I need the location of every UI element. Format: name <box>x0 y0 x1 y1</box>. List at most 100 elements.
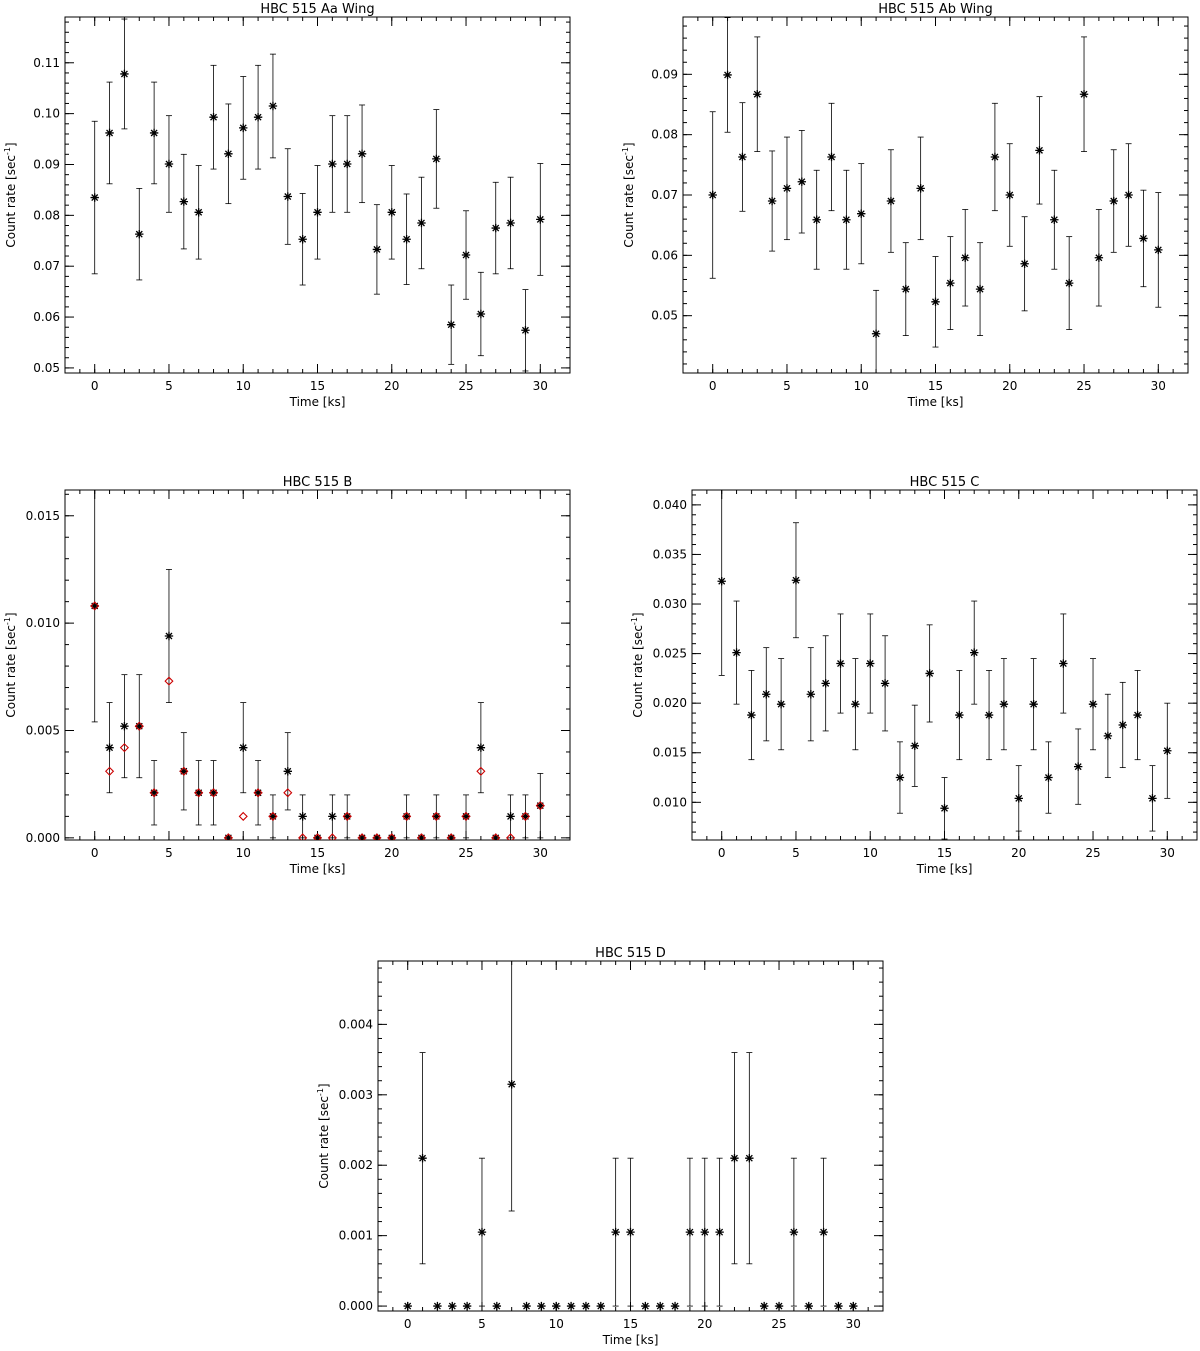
data-point-asterisk <box>209 112 218 122</box>
data-point-diamond <box>506 833 516 840</box>
y-tick-label: 0.06 <box>651 248 678 262</box>
y-axis-label-main: Count rate [sec <box>631 625 645 718</box>
data-point-diamond <box>223 833 233 840</box>
data-point-asterisk <box>417 833 426 840</box>
x-tick-label: 10 <box>863 846 878 860</box>
data-point-asterisk <box>700 1227 709 1237</box>
x-tick-label: 10 <box>854 379 869 393</box>
y-tick-label: 0.040 <box>653 498 687 512</box>
data-point-diamond <box>535 801 545 811</box>
data-layer <box>708 17 1163 373</box>
x-tick-label: 30 <box>1160 846 1175 860</box>
data-point-asterisk <box>1088 699 1098 709</box>
data-point-asterisk <box>901 284 910 294</box>
data-point-asterisk <box>105 128 114 138</box>
x-tick-label: 30 <box>533 846 548 860</box>
x-tick-label: 30 <box>1151 379 1166 393</box>
data-point-asterisk <box>194 788 203 797</box>
x-tick-label: 0 <box>404 1317 412 1331</box>
panel-hbc515-c: HBC 515 C 0 5 10 15 20 25 30 0.010 0.015 0.020 0.02… <box>630 475 1198 876</box>
data-point-asterisk <box>343 159 352 169</box>
data-point-asterisk <box>418 1153 427 1163</box>
data-point-asterisk <box>1064 278 1074 288</box>
data-point-asterisk <box>432 812 441 821</box>
x-tick-label: 0 <box>718 846 726 860</box>
y-tick-label: 0.000 <box>26 831 60 845</box>
x-axis-label: Time [ks] <box>289 395 346 409</box>
data-point-diamond <box>520 811 531 821</box>
data-point-asterisk <box>491 223 500 233</box>
data-point-asterisk <box>1059 659 1068 668</box>
data-point-asterisk <box>656 1301 665 1311</box>
data-point-asterisk <box>880 679 890 688</box>
x-axis-label: Time [ks] <box>916 862 973 876</box>
data-point-diamond <box>372 833 382 840</box>
data-point-asterisk <box>767 196 777 206</box>
data-point-asterisk <box>476 743 486 752</box>
data-point-diamond <box>238 811 248 821</box>
data-point-asterisk <box>506 218 515 228</box>
data-point-asterisk <box>759 1301 769 1311</box>
y-axis-label-superscript: -1 <box>316 1088 325 1096</box>
data-point-asterisk <box>581 1301 591 1311</box>
data-point-asterisk <box>476 309 486 319</box>
data-point-asterisk <box>552 1301 561 1311</box>
data-point-asterisk <box>866 659 875 668</box>
y-tick-label: 0.005 <box>26 723 60 737</box>
y-tick-label: 0.07 <box>651 188 678 202</box>
data-point-asterisk <box>670 1301 680 1311</box>
data-point-asterisk <box>797 177 807 186</box>
x-tick-label: 15 <box>310 846 325 860</box>
data-point-asterisk <box>1118 720 1127 730</box>
panel-hbc515-d: HBC 515 D 0 5 10 15 20 25 30 0.000 0.001 0.002 0.00… <box>316 946 884 1347</box>
data-point-asterisk <box>372 245 382 254</box>
x-tick-label: 10 <box>549 1317 564 1331</box>
data-point-asterisk <box>836 659 845 668</box>
y-tick-label: 0.08 <box>33 208 60 222</box>
data-layer <box>90 490 545 840</box>
y-tick-label: 0.11 <box>33 56 60 70</box>
data-point-diamond <box>90 601 100 611</box>
data-point-asterisk <box>149 128 159 138</box>
data-point-asterisk <box>343 812 352 821</box>
data-point-diamond <box>104 766 115 776</box>
chart-title: HBC 515 C <box>910 475 980 490</box>
data-point-asterisk <box>717 577 726 586</box>
data-point-asterisk <box>209 788 218 797</box>
x-tick-label: 5 <box>792 846 800 860</box>
data-point-asterisk <box>1154 245 1163 255</box>
data-point-diamond <box>253 788 263 798</box>
x-tick-label: 5 <box>165 846 173 860</box>
data-point-asterisk <box>946 278 955 288</box>
data-point-asterisk <box>738 152 747 162</box>
y-axis-label-main: Count rate [sec <box>4 155 18 248</box>
y-axis-label-main: Count rate [sec <box>4 625 18 718</box>
data-point-diamond <box>283 788 293 798</box>
data-point-asterisk <box>1094 253 1104 262</box>
y-tick-label: 0.06 <box>33 310 60 324</box>
data-point-asterisk <box>283 767 292 776</box>
data-point-asterisk <box>313 208 322 217</box>
data-point-asterisk <box>433 1301 442 1311</box>
data-point-diamond <box>357 833 367 840</box>
data-layer <box>717 490 1172 840</box>
y-tick-label: 0.07 <box>33 259 60 273</box>
x-tick-label: 25 <box>1076 379 1091 393</box>
data-point-asterisk <box>461 812 471 821</box>
data-point-asterisk <box>448 1301 457 1311</box>
data-point-asterisk <box>745 1153 754 1163</box>
data-layer <box>403 961 858 1311</box>
y-tick-label: 0.015 <box>653 746 687 760</box>
data-point-asterisk <box>730 1153 739 1163</box>
y-axis-label-main: Count rate [sec <box>317 1096 331 1189</box>
y-tick-label: 0.08 <box>651 128 678 142</box>
data-point-asterisk <box>641 1301 650 1311</box>
x-tick-label: 25 <box>458 846 473 860</box>
data-point-diamond <box>179 766 189 776</box>
data-point-asterisk <box>461 250 471 260</box>
x-tick-label: 15 <box>623 1317 638 1331</box>
y-axis-label-end: ] <box>622 142 636 147</box>
data-point-asterisk <box>827 152 836 162</box>
y-axis-label: Count rate [sec-1] <box>3 142 18 247</box>
data-point-asterisk <box>955 710 964 720</box>
